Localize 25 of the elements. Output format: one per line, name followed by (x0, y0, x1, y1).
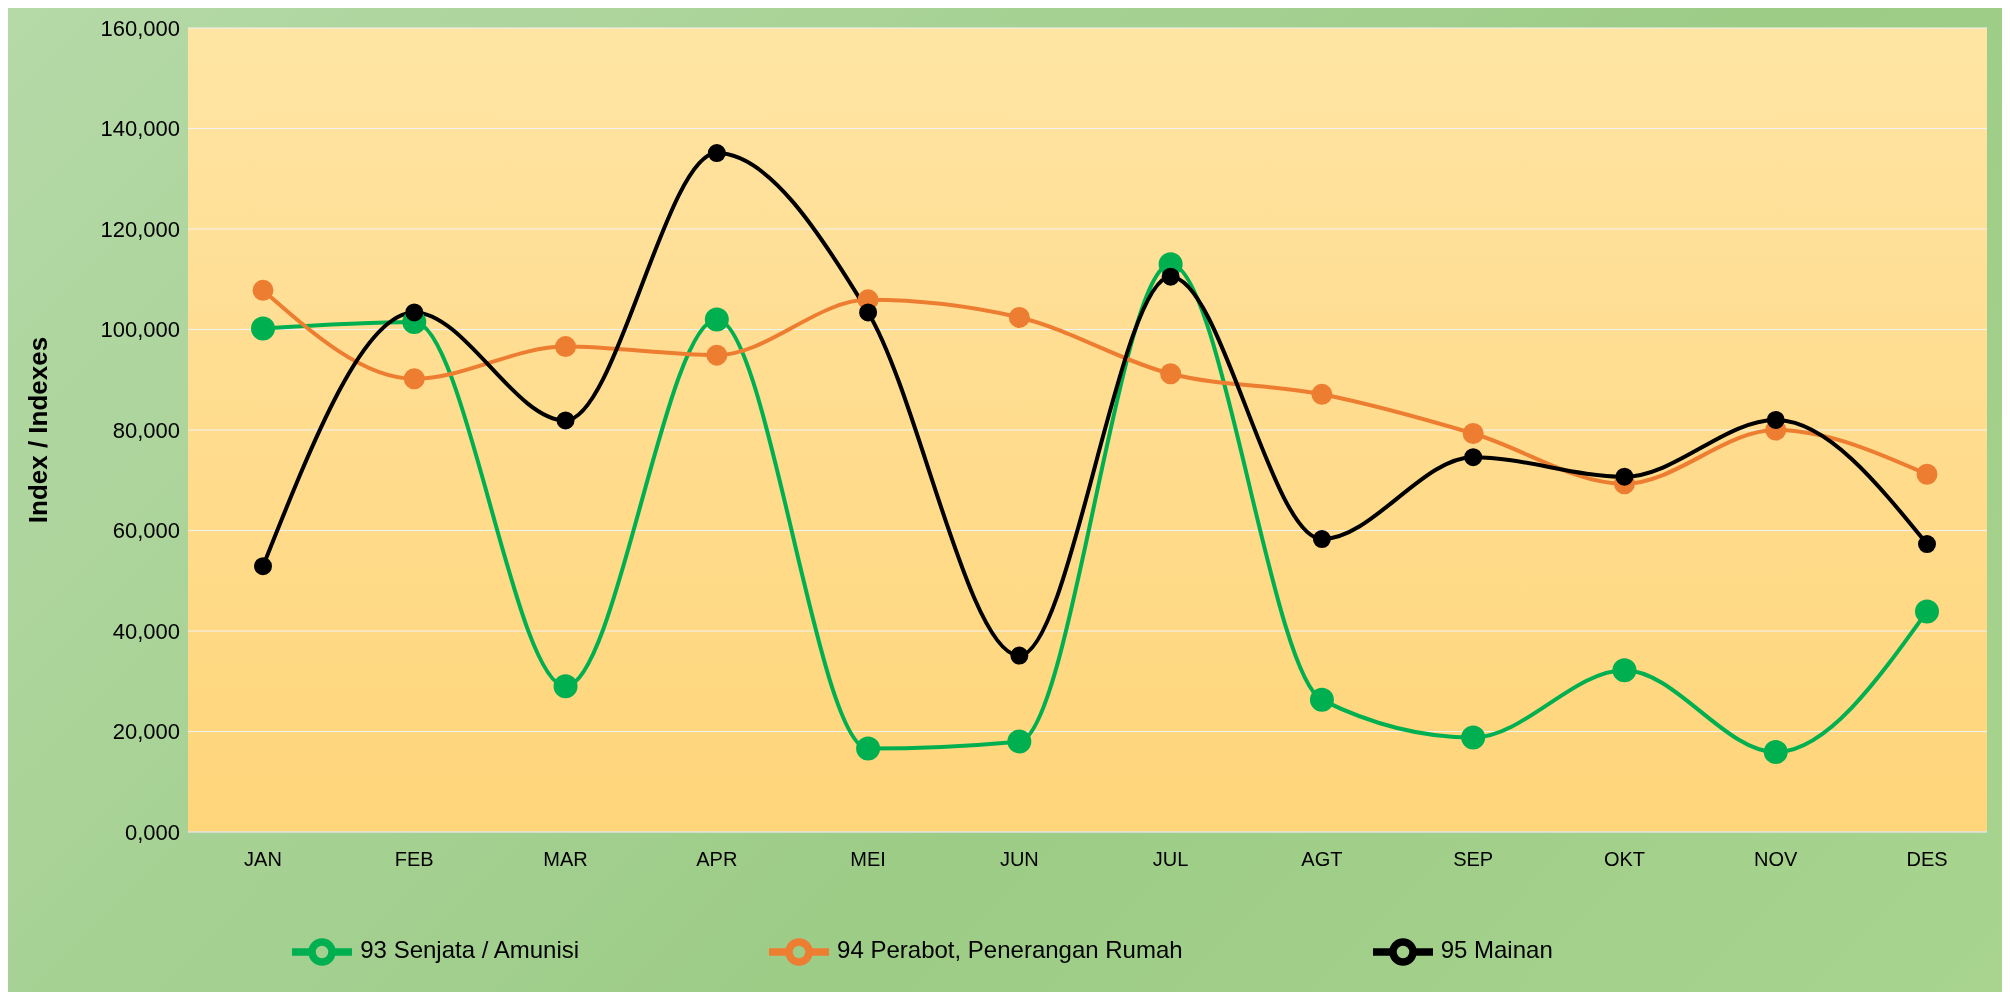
x-tick-label: AGT (1301, 848, 1343, 871)
x-tick-label: FEB (394, 848, 434, 871)
x-tick-label: JAN (244, 848, 282, 871)
y-tick-label: 0,000 (124, 819, 180, 845)
x-tick-label: MEI (850, 848, 886, 871)
y-tick-label: 140,000 (100, 116, 180, 142)
legend-label: 93 Senjata / Amunisi (360, 936, 580, 964)
x-tick-label: JUL (1152, 848, 1189, 871)
x-tick-label: NOV (1754, 848, 1799, 871)
x-tick-label: MAR (543, 848, 588, 871)
x-tick-label: APR (696, 848, 738, 871)
y-tick-label: 160,000 (100, 15, 180, 41)
x-tick-label: OKT (1603, 848, 1646, 871)
y-tick-label: 60,000 (112, 518, 180, 544)
y-tick-label: 100,000 (100, 317, 180, 343)
x-tick-label: SEP (1453, 848, 1494, 871)
x-tick-label: JUN (999, 848, 1039, 871)
y-tick-label: 80,000 (112, 417, 180, 443)
legend-label: 95 Mainan (1440, 936, 1553, 964)
y-tick-label: 40,000 (112, 618, 180, 644)
x-tick-label: DES (1906, 848, 1948, 871)
legend-label: 94 Perabot, Penerangan Rumah (837, 936, 1183, 964)
y-axis-title: Index / Indexes (23, 336, 54, 524)
y-tick-label: 20,000 (112, 719, 180, 745)
y-tick-label: 120,000 (100, 216, 180, 242)
